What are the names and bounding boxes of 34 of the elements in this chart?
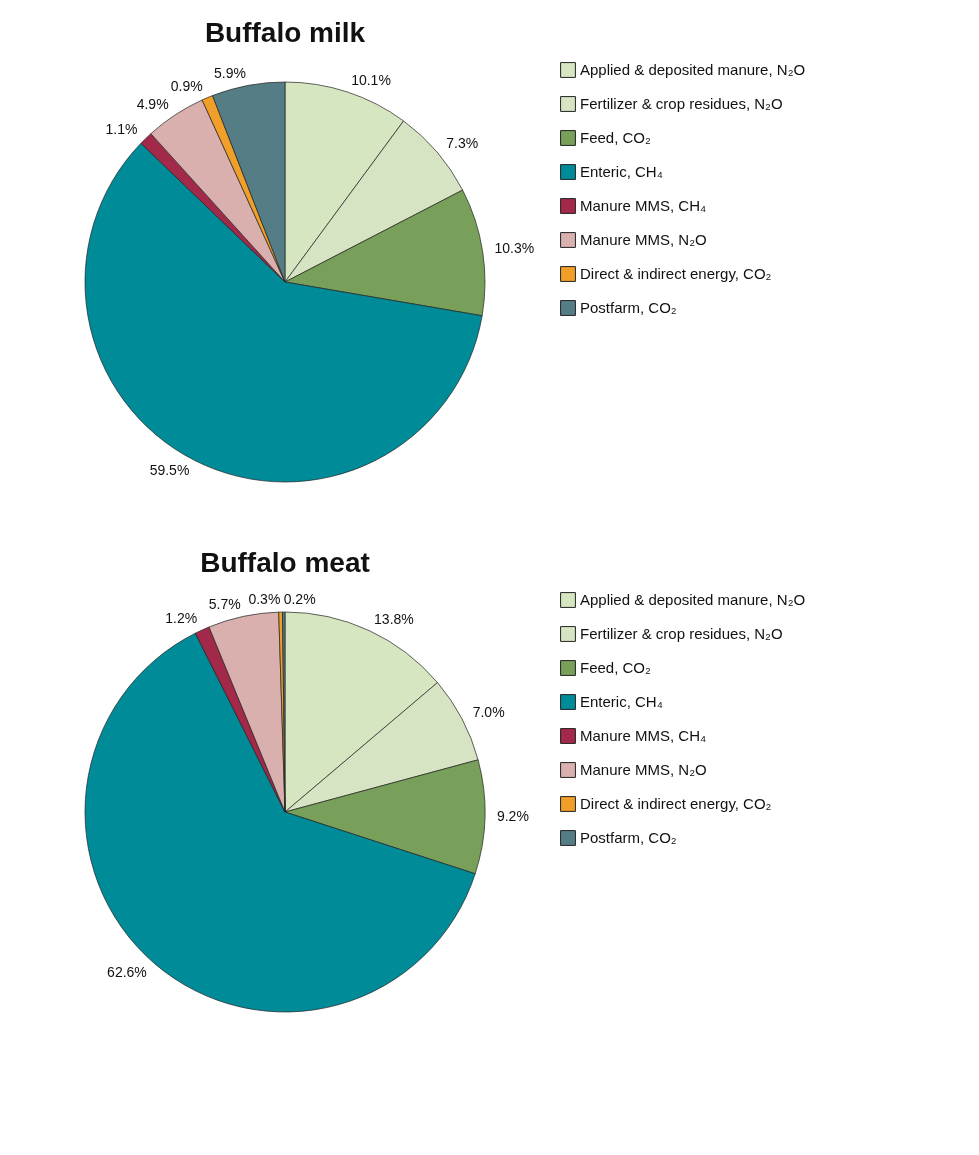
data-label: 10.3%	[494, 240, 535, 257]
legend-label: Postfarm, CO₂	[580, 299, 677, 316]
legend-label: Direct & indirect energy, CO₂	[580, 795, 772, 812]
legend-label: Applied & deposited manure, N₂O	[580, 591, 806, 608]
data-label: 0.2%	[283, 591, 316, 607]
legend-label: Manure MMS, CH₄	[580, 727, 707, 744]
legend-label: Manure MMS, N₂O	[580, 761, 707, 778]
data-label: 5.7%	[208, 595, 241, 612]
legend-label: Feed, CO₂	[580, 659, 652, 676]
data-label: 1.2%	[165, 610, 198, 627]
data-label: 59.5%	[149, 462, 190, 479]
legend-label: Feed, CO₂	[580, 129, 652, 146]
data-label: 7.3%	[446, 135, 479, 152]
legend-label: Manure MMS, N₂O	[580, 231, 707, 248]
data-label: 62.6%	[107, 963, 147, 980]
data-label: 0.3%	[248, 591, 281, 608]
chart-title: Buffalo meat	[200, 547, 370, 578]
data-label: 9.2%	[496, 808, 529, 825]
legend-label: Manure MMS, CH₄	[580, 197, 707, 214]
data-label: 5.9%	[214, 64, 246, 81]
legend-label: Enteric, CH₄	[580, 693, 663, 710]
legend-label: Fertilizer & crop residues, N₂O	[580, 625, 783, 642]
data-label: 10.1%	[351, 71, 391, 88]
data-label: 13.8%	[374, 610, 414, 627]
legend-label: Applied & deposited manure, N₂O	[580, 61, 806, 78]
legend-label: Postfarm, CO₂	[580, 829, 677, 846]
data-label: 4.9%	[136, 95, 169, 112]
legend-label: Enteric, CH₄	[580, 163, 663, 180]
data-label: 0.9%	[170, 77, 203, 94]
chart-title: Buffalo milk	[204, 17, 366, 48]
data-label: 1.1%	[105, 120, 138, 137]
data-label: 7.0%	[472, 704, 505, 721]
legend-label: Fertilizer & crop residues, N₂O	[580, 95, 783, 112]
legend-label: Direct & indirect energy, CO₂	[580, 265, 772, 282]
